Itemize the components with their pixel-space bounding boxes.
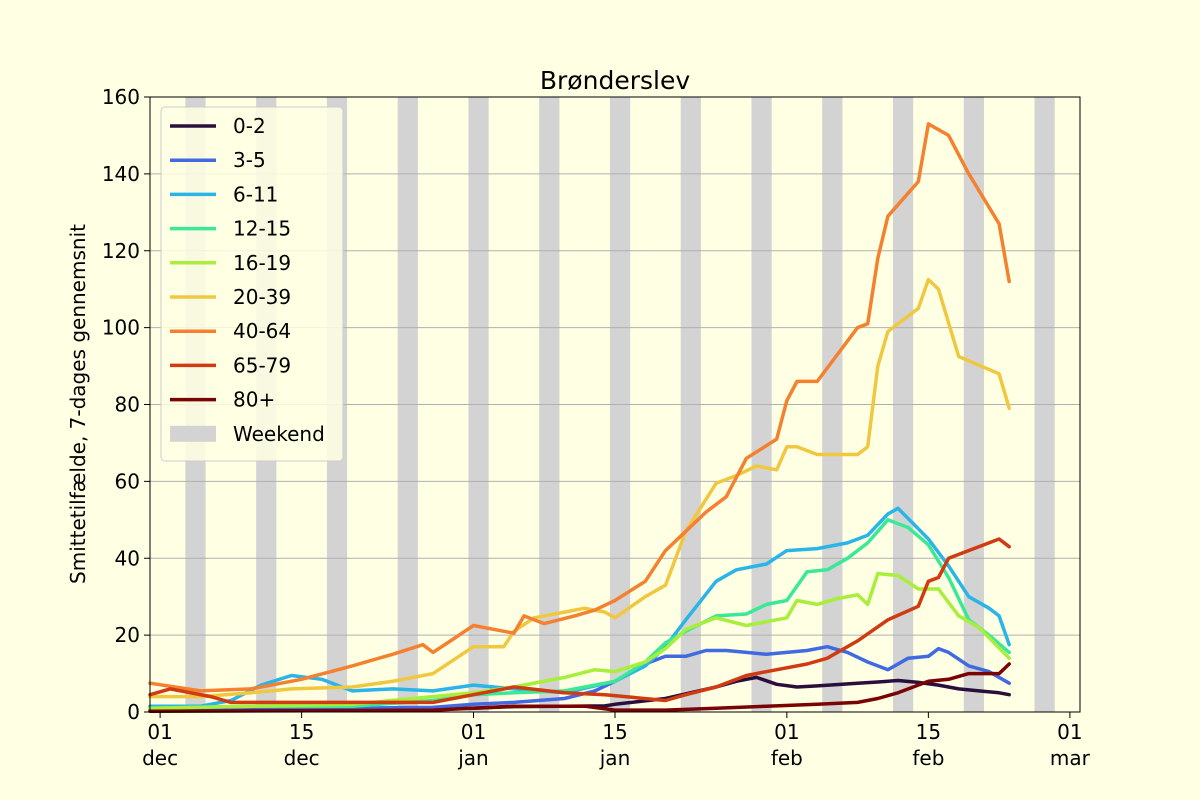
series-line-80+ <box>148 662 1011 713</box>
y-tick-label-5: 100 <box>102 316 140 340</box>
axes: 02040608010012014016001dec15dec01jan15ja… <box>102 85 1091 770</box>
y-tick-label-2: 40 <box>115 546 140 570</box>
x-tick-day-1: 15 <box>289 720 314 744</box>
series-line-40-64 <box>148 122 1011 693</box>
y-tick-label-6: 120 <box>102 239 140 263</box>
legend-label-16-19: 16-19 <box>233 251 291 275</box>
x-tick-day-2: 01 <box>461 720 486 744</box>
chart-title: Brønderslev <box>540 66 690 95</box>
y-tick-label-7: 140 <box>102 162 140 186</box>
x-tick-month-5: feb <box>912 746 944 770</box>
y-tick-label-3: 60 <box>115 469 140 493</box>
y-axis-label: Smittetilfælde, 7-dages gennemsnit <box>66 224 90 584</box>
legend-label-0-2: 0-2 <box>233 114 266 138</box>
series-line-6-11 <box>148 506 1011 708</box>
legend-label-80+: 80+ <box>233 388 275 412</box>
x-tick-month-2: jan <box>457 746 489 770</box>
series-line-65-79 <box>148 537 1011 705</box>
x-tick-day-4: 01 <box>774 720 799 744</box>
series-lines <box>148 122 1011 713</box>
x-tick-month-4: feb <box>771 746 803 770</box>
series-line-3-5 <box>148 644 1011 711</box>
x-tick-day-0: 01 <box>147 720 172 744</box>
legend-label-40-64: 40-64 <box>233 319 291 343</box>
x-tick-month-1: dec <box>284 746 320 770</box>
series-line-20-39 <box>148 277 1011 699</box>
x-tick-month-6: mar <box>1050 746 1091 770</box>
y-tick-label-1: 20 <box>115 623 140 647</box>
legend-label-12-15: 12-15 <box>233 217 291 241</box>
x-tick-month-3: jan <box>599 746 631 770</box>
y-tick-label-8: 160 <box>102 85 140 109</box>
legend-label-3-5: 3-5 <box>233 148 266 172</box>
legend-label-Weekend: Weekend <box>233 422 325 446</box>
legend-label-65-79: 65-79 <box>233 353 291 377</box>
x-tick-day-6: 01 <box>1057 720 1082 744</box>
x-tick-day-3: 15 <box>602 720 627 744</box>
x-tick-day-5: 15 <box>916 720 941 744</box>
y-tick-label-0: 0 <box>127 700 140 724</box>
legend: 0-2 3-5 6-11 12-15 16-19 20-39 40-64 65-79 80+ We… <box>160 106 344 462</box>
x-tick-month-0: dec <box>142 746 178 770</box>
y-tick-label-4: 80 <box>115 393 140 417</box>
legend-label-6-11: 6-11 <box>233 182 278 206</box>
legend-label-20-39: 20-39 <box>233 285 291 309</box>
legend-swatch-Weekend <box>170 425 216 442</box>
